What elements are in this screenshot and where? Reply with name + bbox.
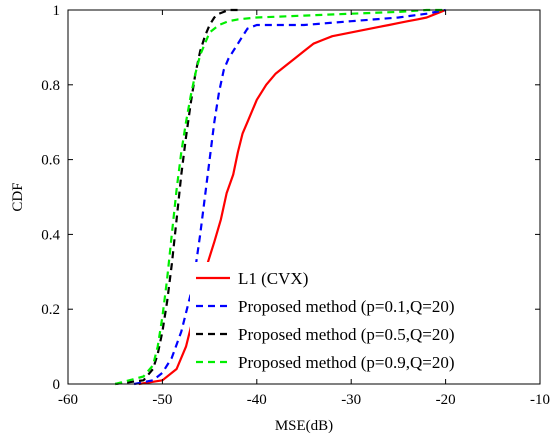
y-tick-label: 0 [53, 377, 61, 393]
plot-frame [67, 9, 541, 385]
x-tick-label: -20 [436, 392, 456, 408]
legend-box [190, 262, 523, 374]
series-line-3 [115, 8, 238, 386]
y-tick-label: 0.8 [41, 78, 60, 94]
y-axis-title: CDF [10, 182, 26, 211]
series-line-1 [138, 8, 447, 386]
x-tick-label: -60 [58, 392, 78, 408]
series-line-2 [133, 8, 446, 386]
y-tick-label: 0.4 [41, 227, 60, 243]
x-tick-label: -40 [247, 392, 267, 408]
y-tick-label: 0.2 [41, 302, 60, 318]
legend: L1 (CVX) Proposed method (p=0.1,Q=20) Prop… [190, 262, 523, 374]
tick-layer: -60 -50 -40 -30 -20 -10 0 0.2 0.4 0.6 0.8 1 [41, 3, 550, 408]
series-line-4 [114, 8, 446, 386]
y-tick-label: 1 [53, 3, 61, 19]
legend-label-1: L1 (CVX) [238, 269, 308, 288]
x-tick-label: -50 [152, 392, 172, 408]
y-tick-label: 0.6 [41, 153, 60, 169]
legend-label-3: Proposed method (p=0.5,Q=20) [238, 325, 455, 344]
legend-label-2: Proposed method (p=0.1,Q=20) [238, 297, 455, 316]
x-axis-title: MSE(dB) [275, 418, 333, 434]
x-tick-label: -30 [341, 392, 361, 408]
series-layer [114, 8, 447, 386]
x-tick-label: -10 [530, 392, 550, 408]
legend-label-4: Proposed method (p=0.9,Q=20) [238, 353, 455, 372]
